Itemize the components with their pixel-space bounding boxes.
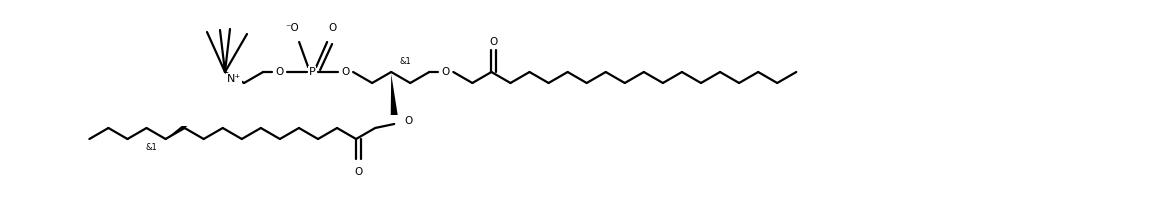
Text: ⁻O: ⁻O xyxy=(285,23,299,33)
Text: &1: &1 xyxy=(399,57,411,66)
Text: P: P xyxy=(309,67,316,77)
Text: O: O xyxy=(489,37,498,47)
Text: O: O xyxy=(441,67,449,77)
Text: O: O xyxy=(341,67,349,77)
Text: O: O xyxy=(275,67,284,77)
Text: &1: &1 xyxy=(146,143,157,152)
Text: N⁺: N⁺ xyxy=(228,74,241,84)
Text: O: O xyxy=(327,23,337,33)
Polygon shape xyxy=(165,126,187,139)
Polygon shape xyxy=(391,74,398,115)
Text: O: O xyxy=(354,167,362,177)
Text: O: O xyxy=(404,116,412,126)
